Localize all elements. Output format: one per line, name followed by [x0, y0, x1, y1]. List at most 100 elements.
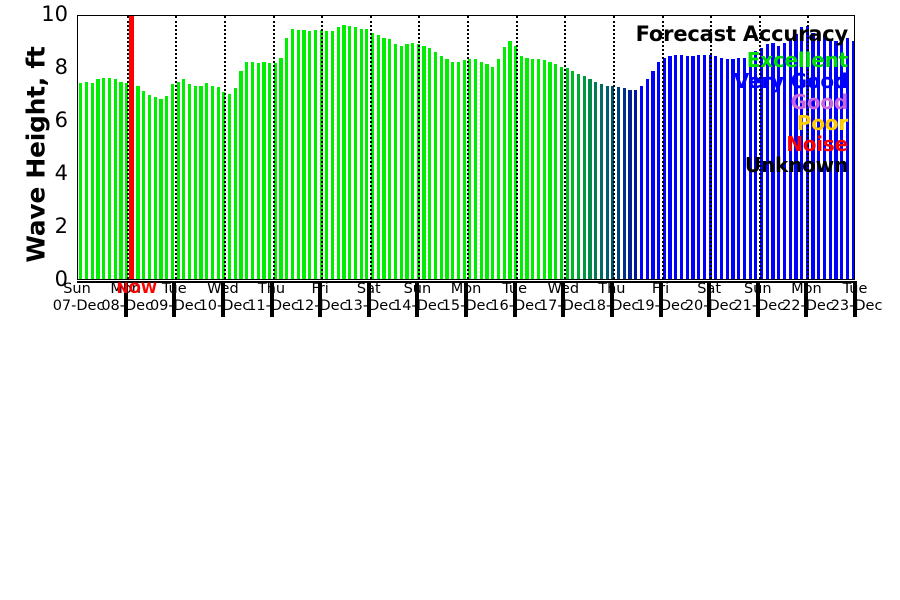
bar: [594, 81, 598, 279]
bar: [371, 32, 375, 279]
y-axis-tick-label: 10: [41, 2, 68, 26]
bar: [170, 84, 174, 279]
bar: [514, 45, 518, 279]
bar: [313, 29, 317, 279]
bar: [268, 63, 272, 279]
bar: [113, 78, 117, 279]
bar: [302, 29, 306, 279]
bar: [691, 56, 695, 279]
bar: [187, 84, 192, 279]
bar: [554, 64, 558, 279]
bar: [107, 77, 112, 279]
bar: [788, 39, 792, 279]
bar: [165, 96, 169, 279]
bar: [119, 81, 123, 279]
x-axis-day-separator: [220, 281, 225, 317]
bar: [605, 85, 609, 279]
legend-item: Very Good: [733, 69, 848, 93]
bar: [662, 57, 666, 279]
bar: [330, 31, 335, 279]
now-line: [128, 16, 134, 279]
bar: [102, 77, 106, 279]
bar: [851, 40, 854, 279]
day-separator-line: [564, 16, 567, 279]
bar: [685, 56, 689, 279]
bar: [765, 44, 769, 279]
bar: [731, 59, 735, 279]
bar: [822, 35, 827, 279]
bar: [233, 88, 237, 279]
bar: [548, 61, 552, 279]
bar: [771, 43, 775, 279]
bar: [473, 59, 478, 279]
x-axis-day-separator: [123, 281, 128, 317]
bar: [210, 85, 215, 279]
bars-layer: [78, 16, 854, 279]
bar: [136, 85, 140, 279]
bar: [611, 85, 615, 279]
bar: [359, 28, 363, 279]
bar: [496, 59, 501, 279]
day-separator-line: [758, 16, 761, 279]
bar: [811, 32, 815, 279]
x-axis-day-of-week: Sun: [63, 281, 91, 297]
bar: [428, 48, 432, 279]
x-axis-date: 07-Dec: [52, 298, 105, 314]
bar: [754, 51, 758, 279]
bar: [634, 89, 638, 279]
bar: [193, 85, 197, 279]
legend-item: Excellent: [746, 48, 848, 72]
bar: [840, 39, 844, 279]
day-separator-line: [126, 16, 129, 279]
bar: [805, 25, 809, 279]
bar: [239, 70, 243, 279]
bar: [834, 40, 838, 279]
x-axis-day-separator: [512, 281, 517, 317]
bar: [296, 29, 300, 279]
bar: [576, 73, 581, 279]
bar: [508, 40, 512, 279]
bar: [651, 70, 655, 279]
bar: [393, 44, 398, 279]
day-separator-line: [807, 16, 810, 279]
bar: [668, 56, 672, 279]
x-axis-day-separator: [269, 281, 274, 317]
bar: [639, 85, 644, 279]
bar: [571, 70, 575, 279]
x-axis-day-separator: [609, 281, 614, 317]
bar: [479, 61, 483, 279]
bar: [353, 27, 358, 279]
x-axis-day-separator: [318, 281, 323, 317]
bar: [451, 61, 455, 279]
bar: [845, 37, 850, 279]
bar: [794, 33, 798, 279]
bar: [491, 67, 495, 279]
bar: [800, 27, 804, 279]
bar: [725, 59, 729, 279]
x-axis-day-separator: [366, 281, 371, 317]
day-separator-line: [272, 16, 275, 279]
bar: [422, 45, 426, 279]
bar: [96, 78, 100, 279]
bar: [399, 45, 403, 279]
day-separator-line: [612, 16, 615, 279]
legend-item: Good: [790, 90, 849, 114]
bar: [153, 97, 157, 279]
bar: [388, 39, 392, 279]
bar: [365, 28, 369, 279]
legend-title: Forecast Accuracy: [635, 22, 849, 46]
bar: [256, 63, 260, 279]
x-axis-day-cell: Sun 07-Dec: [52, 281, 105, 317]
day-separator-line: [661, 16, 664, 279]
bar: [697, 55, 701, 279]
x-axis-day-separator: [853, 281, 857, 317]
bar: [679, 55, 684, 279]
bar: [559, 67, 563, 279]
bar: [742, 57, 747, 279]
bar: [657, 61, 661, 279]
day-separator-line: [710, 16, 713, 279]
bar: [456, 61, 461, 279]
bar: [439, 56, 443, 279]
legend: Forecast Accuracy Excellent Very Good Good…: [78, 16, 854, 279]
